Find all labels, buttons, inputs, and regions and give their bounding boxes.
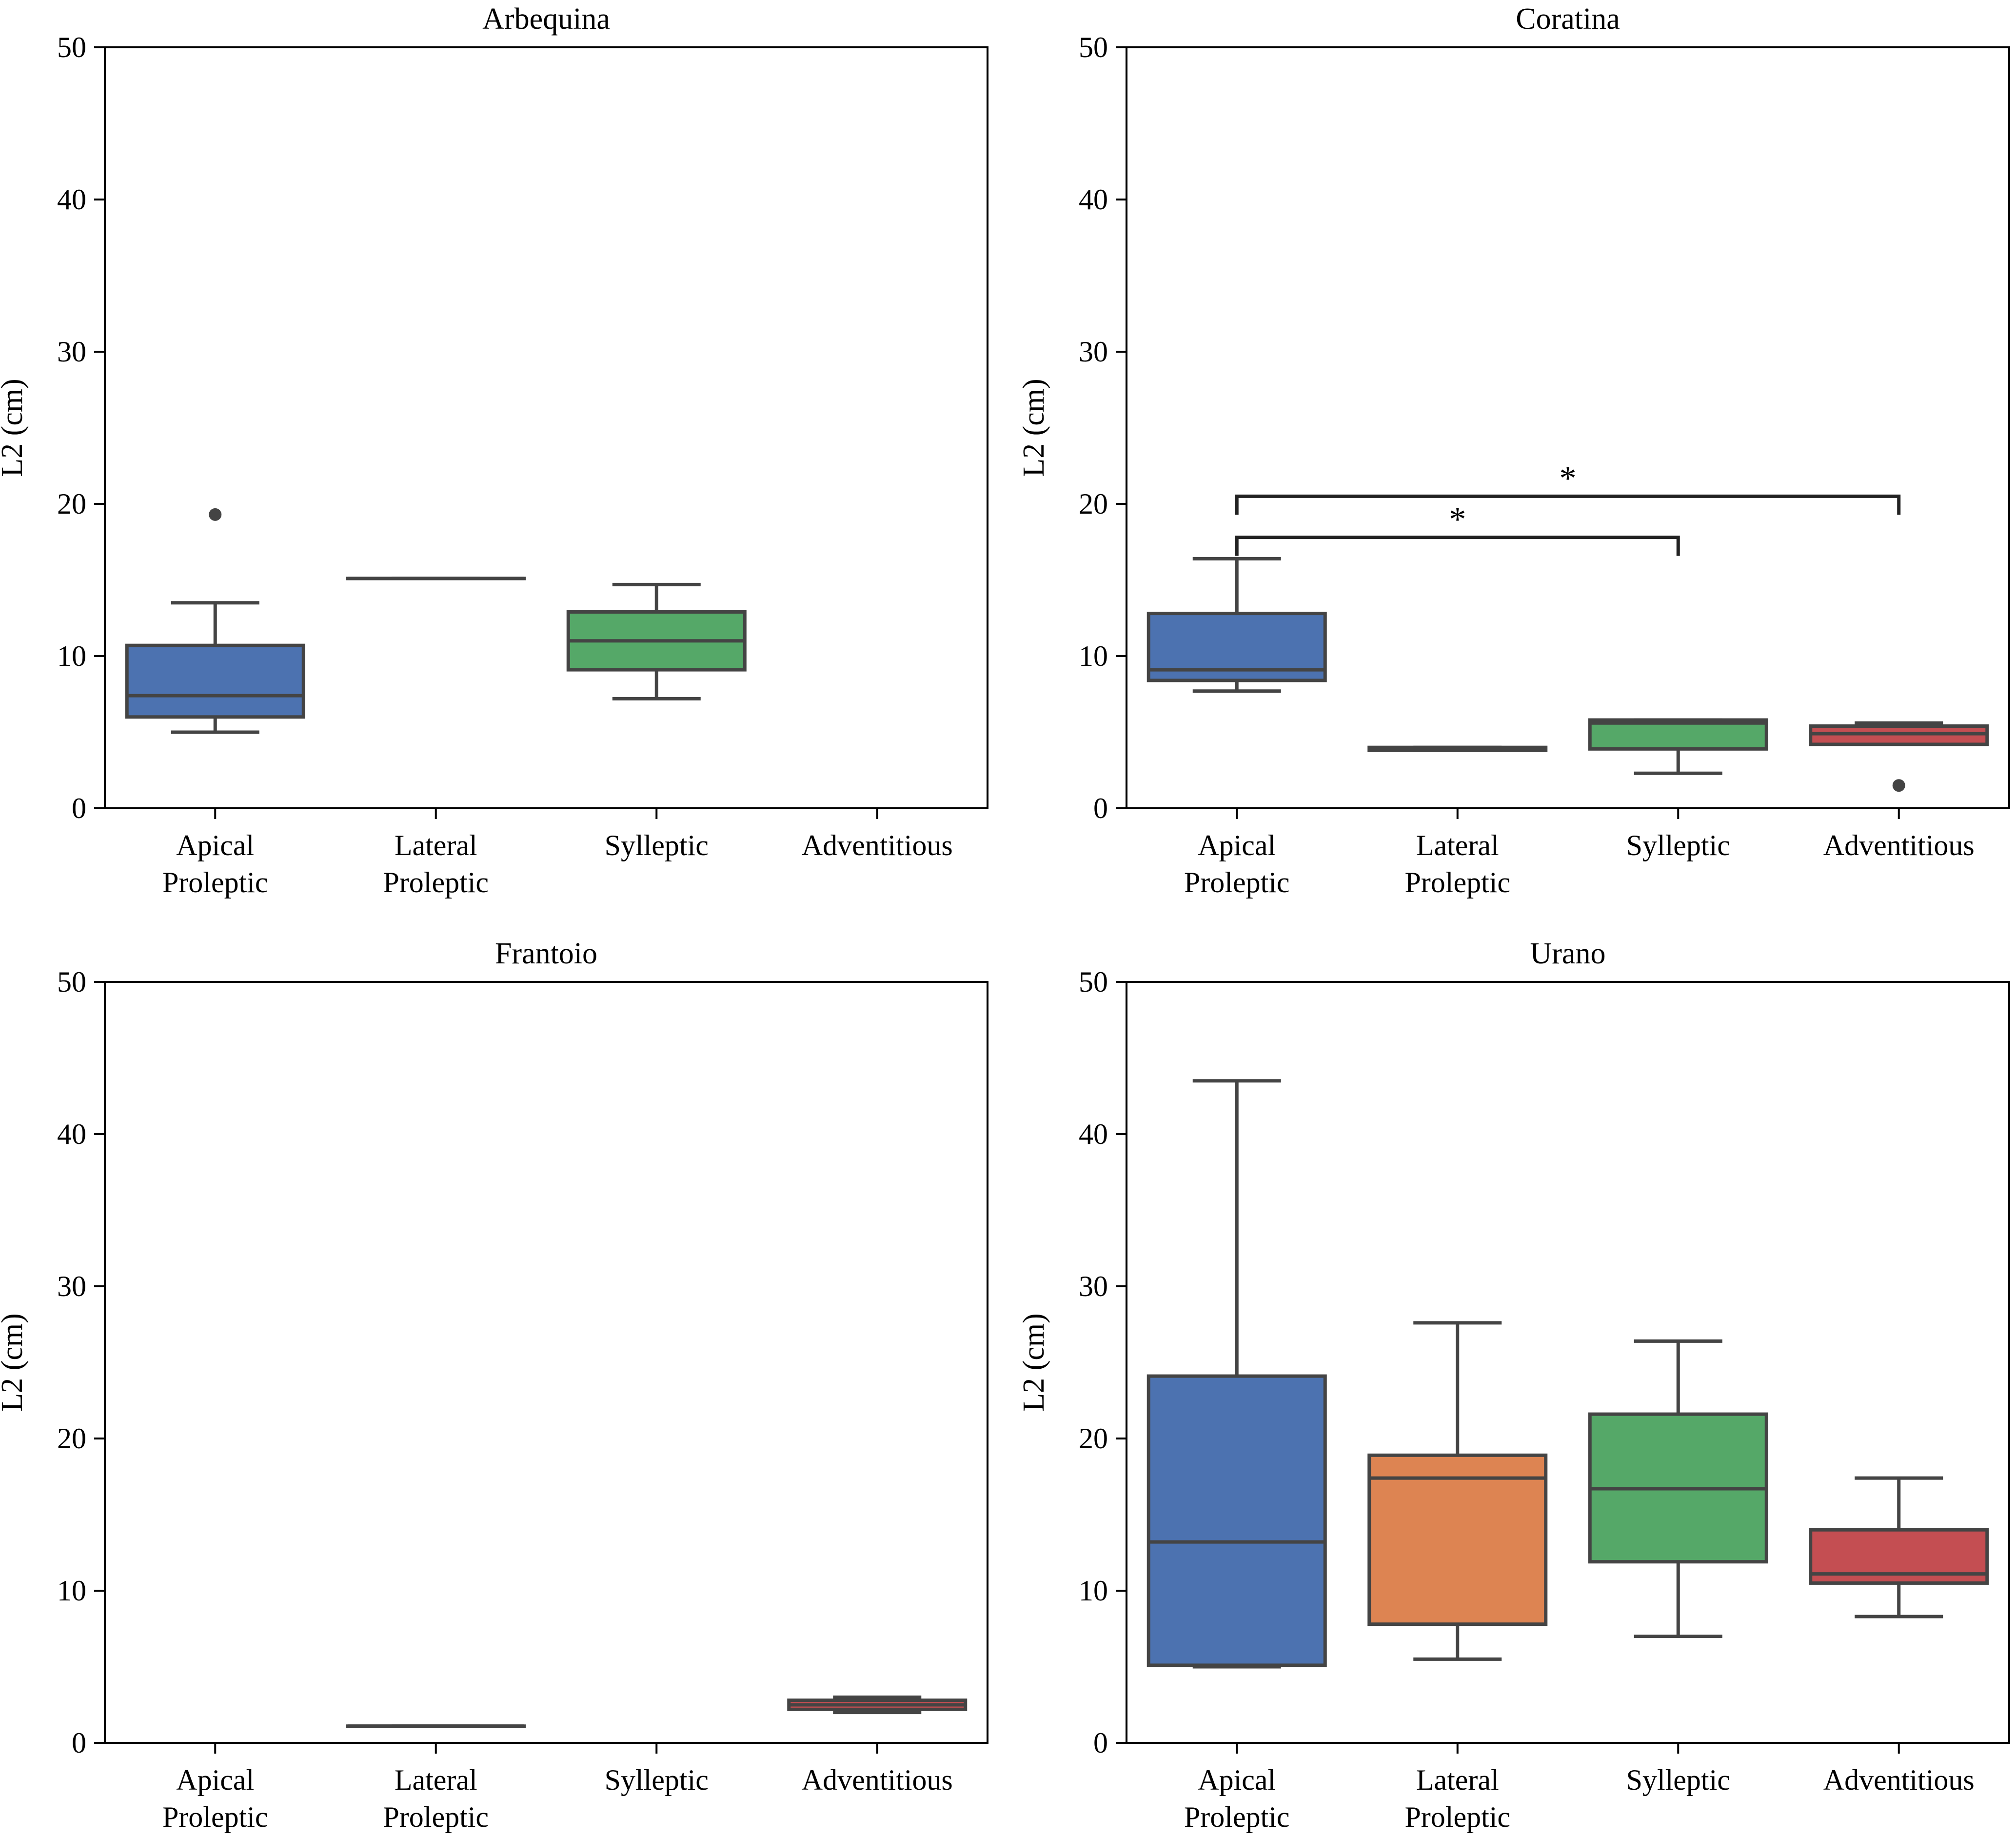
y-tick-label: 50 <box>1079 966 1108 998</box>
chart-title: Arbequina <box>482 2 610 36</box>
chart-panel-coratina: Coratina L2 (cm) 0 10 20 30 40 50 Apical Prolepti… <box>1017 2 2010 899</box>
box-sylleptic <box>566 582 747 700</box>
box-body <box>125 643 305 719</box>
y-tick-label: 30 <box>57 336 86 368</box>
box-adventitious <box>1809 721 1989 792</box>
x-tick-label: Adventitious <box>1823 829 1975 861</box>
y-tick-label: 40 <box>1079 183 1108 216</box>
y-tick-label: 50 <box>57 966 86 998</box>
y-tick-label: 50 <box>1079 31 1108 63</box>
chart-panel-frantoio: Frantoio L2 (cm) 0 10 20 30 40 50 Apical Prolepti… <box>0 937 988 1833</box>
y-tick-label: 40 <box>1079 1118 1108 1150</box>
y-tick-label: 40 <box>57 183 86 216</box>
x-tick-label: Sylleptic <box>605 1764 709 1796</box>
plot-frame <box>104 981 988 1744</box>
box-sylleptic <box>1588 718 1768 775</box>
x-tick-label: Apical <box>176 829 254 861</box>
box-apical-proleptic <box>1146 557 1327 693</box>
x-tick-label: Proleptic <box>1184 1801 1290 1833</box>
y-tick-label: 10 <box>1079 640 1108 672</box>
y-tick-label: 0 <box>1093 1727 1108 1759</box>
x-tick-label: Apical <box>176 1764 254 1796</box>
y-tick-label: 40 <box>57 1118 86 1150</box>
chart-title: Urano <box>1530 937 1606 970</box>
y-tick-label: 20 <box>1079 1422 1108 1455</box>
box-adventitious <box>1809 1476 1989 1618</box>
y-axis-label: L2 (cm) <box>1017 1313 1050 1411</box>
y-tick-label: 0 <box>72 1727 86 1759</box>
y-tick-label: 20 <box>1079 488 1108 520</box>
plot-frame <box>104 46 988 809</box>
x-tick-label: Proleptic <box>383 1801 489 1833</box>
chart-title: Coratina <box>1516 2 1620 36</box>
chart-title: Frantoio <box>495 937 597 970</box>
box-body <box>1367 1453 1548 1626</box>
chart-panel-urano: Urano L2 (cm) 0 10 20 30 40 50 Apical Proleptic La… <box>1017 937 2010 1833</box>
significance-bracket: * <box>1235 501 1680 556</box>
y-tick-label: 10 <box>1079 1575 1108 1607</box>
x-tick-label: Lateral <box>395 1764 477 1796</box>
y-tick-label: 0 <box>72 792 86 824</box>
box-body <box>1146 1374 1327 1667</box>
y-tick-label: 30 <box>1079 336 1108 368</box>
x-tick-label: Proleptic <box>1404 866 1510 899</box>
x-tick-label: Adventitious <box>802 1764 953 1796</box>
x-tick-label: Apical <box>1198 1764 1276 1796</box>
x-tick-label: Lateral <box>395 829 477 861</box>
y-tick-label: 30 <box>1079 1270 1108 1302</box>
significance-bracket: * <box>1235 460 1901 515</box>
x-tick-label: Adventitious <box>802 829 953 861</box>
plot-frame <box>1126 46 2010 809</box>
box-adventitious <box>787 1695 968 1715</box>
x-tick-label: Proleptic <box>1404 1801 1510 1833</box>
x-tick-label: Adventitious <box>1823 1764 1975 1796</box>
x-tick-label: Proleptic <box>162 1801 268 1833</box>
x-tick-label: Proleptic <box>1184 866 1290 899</box>
y-tick-label: 10 <box>57 640 86 672</box>
box-apical-proleptic <box>125 508 305 734</box>
y-tick-label: 20 <box>57 488 86 520</box>
y-tick-label: 50 <box>57 31 86 63</box>
box-lateral-proleptic <box>1367 745 1548 752</box>
y-tick-label: 0 <box>1093 792 1108 824</box>
box-apical-proleptic <box>1146 1079 1327 1669</box>
plot-frame <box>1126 981 2010 1744</box>
x-tick-label: Sylleptic <box>605 829 709 861</box>
outlier-point <box>209 508 222 521</box>
y-tick-label: 20 <box>57 1422 86 1455</box>
y-tick-label: 30 <box>57 1270 86 1302</box>
significance-star: * <box>1449 501 1466 539</box>
significance-star: * <box>1560 460 1577 497</box>
y-axis-label: L2 (cm) <box>0 379 29 477</box>
x-tick-label: Proleptic <box>162 866 268 899</box>
chart-panel-arbequina: Arbequina L2 (cm) 0 10 20 30 40 50 Apical Prolept… <box>0 2 988 899</box>
x-tick-label: Sylleptic <box>1626 1764 1730 1796</box>
outlier-point <box>1892 779 1905 792</box>
box-lateral-proleptic <box>1367 1321 1548 1661</box>
x-tick-label: Lateral <box>1416 829 1499 861</box>
x-tick-label: Apical <box>1198 829 1276 861</box>
y-axis-label: L2 (cm) <box>1017 379 1050 477</box>
x-tick-label: Lateral <box>1416 1764 1499 1796</box>
box-body <box>1588 718 1768 751</box>
y-axis-label: L2 (cm) <box>0 1313 29 1411</box>
x-tick-label: Sylleptic <box>1626 829 1730 861</box>
x-tick-label: Proleptic <box>383 866 489 899</box>
box-sylleptic <box>1588 1339 1768 1638</box>
bracket-line <box>1235 494 1901 515</box>
y-tick-label: 10 <box>57 1575 86 1607</box>
bracket-line <box>1235 536 1680 556</box>
